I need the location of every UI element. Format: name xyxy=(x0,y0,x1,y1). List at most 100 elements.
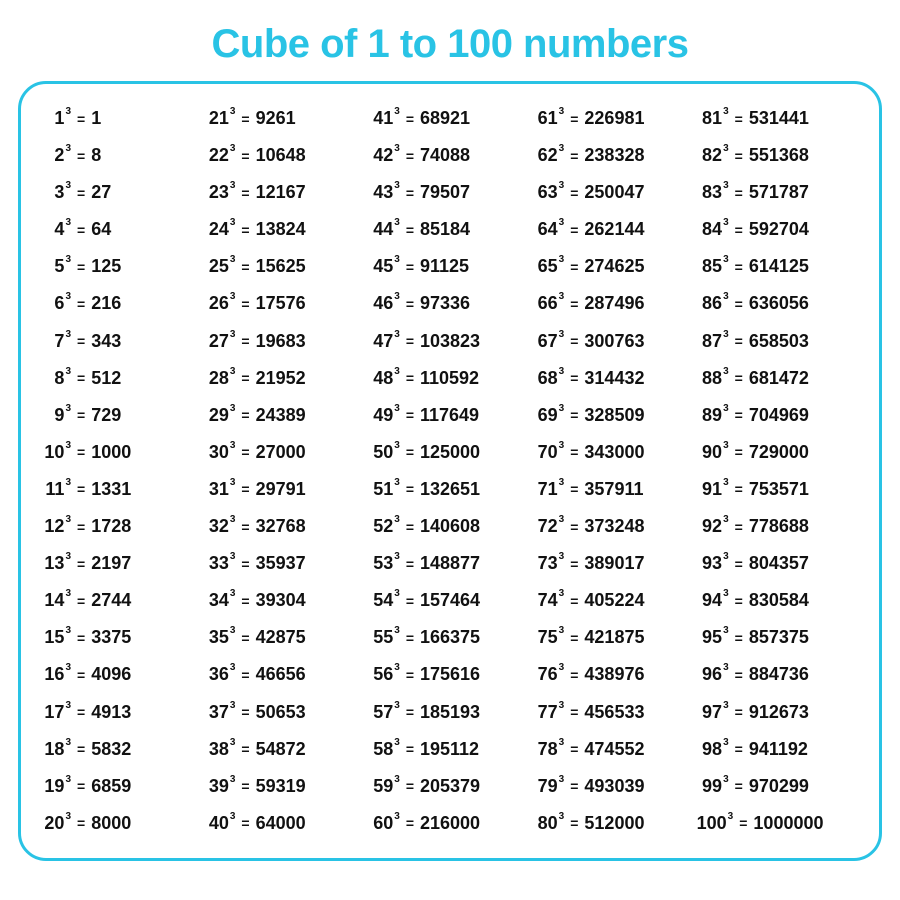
exponent: 3 xyxy=(230,737,236,748)
exponent: 3 xyxy=(65,588,71,599)
table-row: 753=421875 xyxy=(532,627,696,648)
base-wrap: 73 xyxy=(39,331,71,352)
cube-value: 493039 xyxy=(584,776,644,797)
table-row: 53=125 xyxy=(39,256,203,277)
equals-sign: = xyxy=(400,778,420,794)
exponent: 3 xyxy=(394,700,400,711)
base-number: 22 xyxy=(209,145,229,166)
equals-sign: = xyxy=(564,148,584,164)
base-number: 19 xyxy=(44,776,64,797)
table-row: 453=91125 xyxy=(368,256,532,277)
cube-value: 5832 xyxy=(91,739,131,760)
base-wrap: 283 xyxy=(203,368,235,389)
table-row: 623=238328 xyxy=(532,145,696,166)
equals-sign: = xyxy=(235,519,255,535)
cube-value: 216000 xyxy=(420,813,480,834)
base-number: 66 xyxy=(538,293,558,314)
base-wrap: 903 xyxy=(697,442,729,463)
exponent: 3 xyxy=(394,291,400,302)
table-row: 443=85184 xyxy=(368,219,532,240)
equals-sign: = xyxy=(564,481,584,497)
base-wrap: 233 xyxy=(203,182,235,203)
base-wrap: 353 xyxy=(203,627,235,648)
exponent: 3 xyxy=(65,625,71,636)
base-number: 45 xyxy=(373,256,393,277)
table-row: 583=195112 xyxy=(368,739,532,760)
cube-value: 85184 xyxy=(420,219,470,240)
base-number: 58 xyxy=(373,739,393,760)
cube-value: 941192 xyxy=(749,739,808,760)
base-wrap: 973 xyxy=(697,702,729,723)
base-number: 95 xyxy=(702,627,722,648)
exponent: 3 xyxy=(230,291,236,302)
table-row: 763=438976 xyxy=(532,664,696,685)
equals-sign: = xyxy=(235,741,255,757)
table-row: 333=35937 xyxy=(203,553,367,574)
cube-value: 3375 xyxy=(91,627,131,648)
base-wrap: 453 xyxy=(368,256,400,277)
table-row: 723=373248 xyxy=(532,516,696,537)
base-wrap: 543 xyxy=(368,590,400,611)
exponent: 3 xyxy=(723,366,729,377)
exponent: 3 xyxy=(394,551,400,562)
table-row: 823=551368 xyxy=(697,145,861,166)
base-wrap: 13 xyxy=(39,108,71,129)
base-wrap: 313 xyxy=(203,479,235,500)
table-row: 323=32768 xyxy=(203,516,367,537)
cube-value: 140608 xyxy=(420,516,480,537)
base-number: 17 xyxy=(44,702,64,723)
base-number: 48 xyxy=(373,368,393,389)
equals-sign: = xyxy=(400,481,420,497)
cube-value: 970299 xyxy=(749,776,809,797)
base-wrap: 713 xyxy=(532,479,564,500)
base-wrap: 703 xyxy=(532,442,564,463)
base-wrap: 663 xyxy=(532,293,564,314)
table-row: 743=405224 xyxy=(532,590,696,611)
base-number: 81 xyxy=(702,108,722,129)
table-row: 833=571787 xyxy=(697,182,861,203)
equals-sign: = xyxy=(729,444,749,460)
table-row: 633=250047 xyxy=(532,182,696,203)
table-row: 113=1331 xyxy=(39,479,203,500)
cube-value: 27000 xyxy=(256,442,306,463)
base-number: 78 xyxy=(538,739,558,760)
cube-value: 300763 xyxy=(584,331,644,352)
base-number: 68 xyxy=(538,368,558,389)
table-row: 303=27000 xyxy=(203,442,367,463)
exponent: 3 xyxy=(230,329,236,340)
exponent: 3 xyxy=(723,700,729,711)
base-number: 35 xyxy=(209,627,229,648)
base-wrap: 103 xyxy=(39,442,71,463)
table-row: 43=64 xyxy=(39,219,203,240)
exponent: 3 xyxy=(394,217,400,228)
cube-value: 27 xyxy=(91,182,111,203)
equals-sign: = xyxy=(564,222,584,238)
cube-value: 125 xyxy=(91,256,121,277)
equals-sign: = xyxy=(71,741,91,757)
exponent: 3 xyxy=(65,440,71,451)
base-number: 89 xyxy=(702,405,722,426)
base-wrap: 853 xyxy=(697,256,729,277)
equals-sign: = xyxy=(564,111,584,127)
exponent: 3 xyxy=(394,625,400,636)
base-wrap: 203 xyxy=(39,813,71,834)
cube-value: 1000 xyxy=(91,442,131,463)
table-row: 313=29791 xyxy=(203,479,367,500)
base-wrap: 683 xyxy=(532,368,564,389)
base-number: 40 xyxy=(209,813,229,834)
cube-value: 1728 xyxy=(91,516,131,537)
equals-sign: = xyxy=(71,778,91,794)
cube-value: 148877 xyxy=(420,553,480,574)
base-wrap: 693 xyxy=(532,405,564,426)
table-row: 283=21952 xyxy=(203,368,367,389)
table-row: 793=493039 xyxy=(532,776,696,797)
base-wrap: 433 xyxy=(368,182,400,203)
base-wrap: 53 xyxy=(39,256,71,277)
table-row: 173=4913 xyxy=(39,702,203,723)
equals-sign: = xyxy=(564,815,584,831)
table-row: 63=216 xyxy=(39,293,203,314)
equals-sign: = xyxy=(235,667,255,683)
table-row: 563=175616 xyxy=(368,664,532,685)
cube-value: 592704 xyxy=(749,219,809,240)
base-wrap: 153 xyxy=(39,627,71,648)
